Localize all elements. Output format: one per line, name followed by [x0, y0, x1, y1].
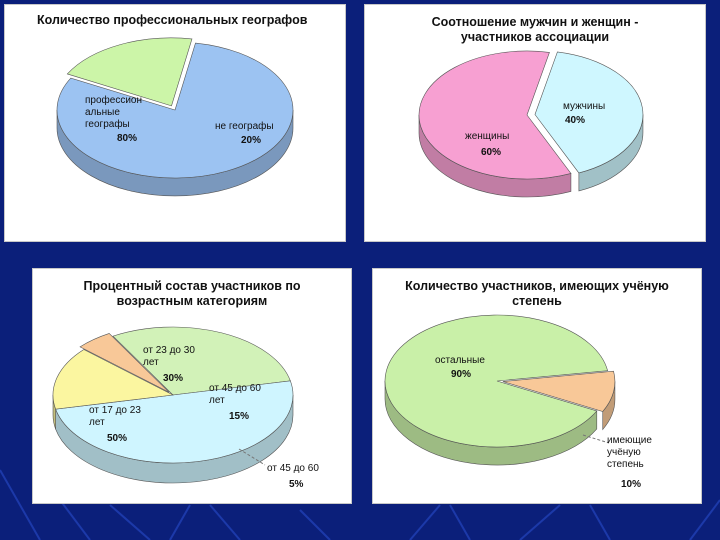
slice-value-label: 5% — [289, 479, 304, 490]
pie-slice — [418, 50, 572, 180]
pie-slice — [79, 333, 170, 393]
slice-value-label: 40% — [565, 115, 585, 126]
pie-chart-1: профессион альные географы 80% не географы… — [56, 37, 294, 197]
slice-label: от 45 до 60 лет — [209, 383, 261, 406]
pie-slice — [502, 370, 616, 412]
slice-label: имеющие учёную степень — [607, 435, 652, 470]
chart-panel-4: Количество участников, имеющих учёную ст… — [372, 268, 702, 504]
slice-label: женщины — [465, 131, 509, 142]
pie-slice — [55, 380, 294, 464]
pie-3d — [384, 314, 616, 466]
slice-value-label: 10% — [621, 479, 641, 490]
chart-title: Количество профессиональных географов — [37, 13, 308, 27]
slice-label: мужчины — [563, 101, 605, 112]
pie-chart-4: остальные 90% имеющие учёную степень 10% — [384, 314, 652, 490]
slice-value-label: 90% — [451, 369, 471, 380]
chart-panel-2: Соотношение мужчин и женщин - участников… — [364, 4, 706, 242]
pie-3d — [56, 37, 294, 197]
pie-slice — [56, 42, 294, 179]
pie-slice — [384, 314, 609, 448]
pie-slice — [66, 37, 193, 107]
slice-label: от 45 до 60 — [267, 463, 319, 474]
pie-3d — [52, 326, 294, 484]
pie-chart-2: мужчины 40% женщины 60% — [418, 50, 644, 198]
leader-line — [582, 434, 610, 444]
slice-label: от 23 до 30 лет — [143, 345, 195, 368]
slice-value-label: 50% — [107, 433, 127, 444]
slice-value-label: 80% — [117, 133, 137, 144]
slice-label: не географы — [215, 120, 274, 132]
pie-chart-3: от 23 до 30 лет 30% от 17 до 23 лет 50% от… — [52, 326, 319, 490]
slice-label: от 17 до 23 лет — [89, 405, 141, 428]
pie-3d — [418, 50, 644, 198]
slice-value-label: 20% — [241, 135, 261, 146]
slice-value-label: 30% — [163, 373, 183, 384]
chart-title: Процентный состав участников по возрастн… — [83, 279, 301, 308]
chart-title: Количество участников, имеющих учёную ст… — [405, 279, 669, 308]
chart-panel-1: Количество профессиональных географов пр… — [4, 4, 346, 242]
pie-slice — [534, 51, 644, 174]
chart-panel-3: Процентный состав участников по возрастн… — [32, 268, 352, 504]
chart-title: Соотношение мужчин и женщин - участников… — [431, 15, 639, 44]
slice-label: остальные — [435, 355, 485, 366]
leader-line — [238, 448, 266, 466]
pie-slice — [112, 326, 291, 396]
slice-value-label: 60% — [481, 147, 501, 158]
pie-slice — [52, 349, 175, 410]
slice-value-label: 15% — [229, 411, 249, 422]
slice-label: профессион альные географы — [85, 94, 142, 130]
